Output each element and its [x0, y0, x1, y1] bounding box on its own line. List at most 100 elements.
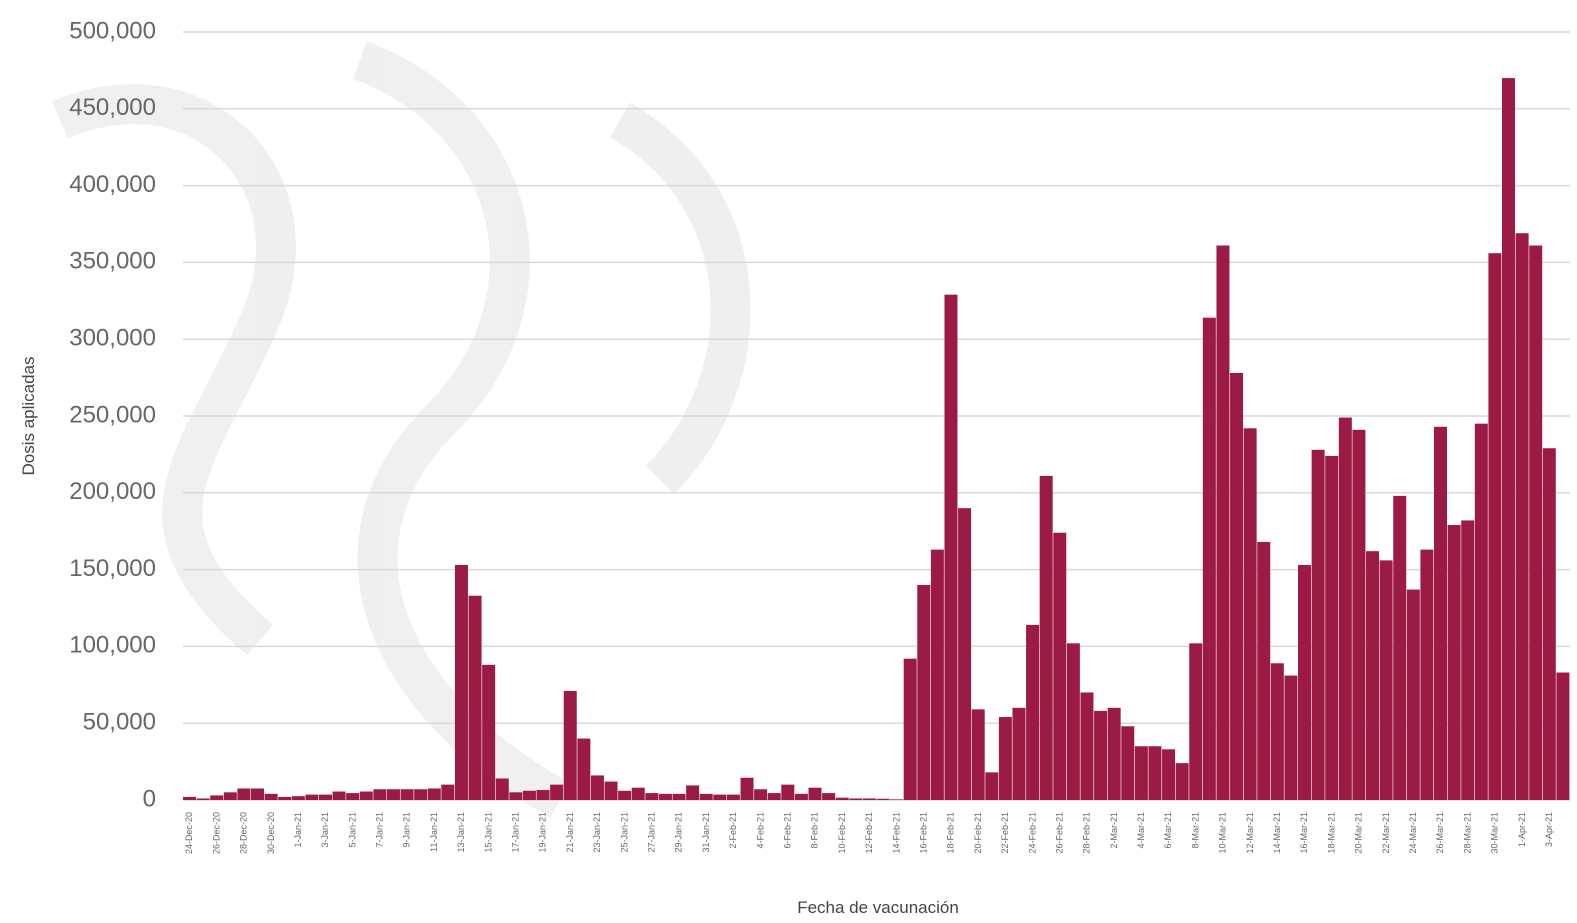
x-tick-label: 8-Mar-21: [1190, 812, 1200, 849]
bar: [645, 793, 659, 800]
bar: [740, 777, 754, 800]
bar: [536, 790, 550, 800]
x-tick-label: 14-Feb-21: [891, 812, 901, 854]
bar: [672, 793, 686, 800]
bar: [1053, 532, 1067, 800]
bar: [1094, 710, 1108, 800]
bar: [1393, 495, 1407, 800]
bar: [1026, 624, 1040, 800]
bar: [903, 658, 917, 800]
bar: [1298, 564, 1312, 800]
y-tick-label: 100,000: [69, 632, 156, 659]
bar: [1121, 726, 1135, 800]
x-tick-label: 30-Mar-21: [1490, 812, 1500, 854]
bar: [699, 793, 713, 800]
bar: [971, 709, 985, 800]
bar: [454, 564, 468, 800]
bar: [618, 790, 632, 800]
y-tick-label: 150,000: [69, 555, 156, 582]
bar: [577, 738, 591, 800]
bar: [1284, 675, 1298, 800]
bar: [1257, 541, 1271, 800]
x-tick-label: 26-Dec-20: [211, 812, 221, 854]
bar: [1461, 520, 1475, 800]
bar: [985, 772, 999, 800]
bar: [1243, 428, 1257, 800]
bar: [250, 788, 264, 800]
bar: [1420, 549, 1434, 800]
x-tick-label: 4-Feb-21: [755, 812, 765, 849]
bar: [278, 796, 292, 800]
bar: [604, 781, 618, 800]
bar: [958, 508, 972, 800]
bar: [196, 798, 210, 800]
x-tick-label: 30-Dec-20: [266, 812, 276, 854]
x-tick-label: 23-Jan-21: [592, 812, 602, 853]
x-tick-label: 4-Mar-21: [1136, 812, 1146, 849]
bar: [223, 792, 237, 800]
bar: [849, 798, 863, 800]
bar: [1447, 525, 1461, 800]
y-tick-label: 400,000: [69, 171, 156, 198]
bar: [332, 791, 346, 800]
x-tick-label: 22-Feb-21: [1000, 812, 1010, 854]
y-tick-label: 200,000: [69, 478, 156, 505]
bar: [1406, 589, 1420, 800]
bar: [427, 788, 441, 800]
bar: [400, 789, 414, 800]
x-tick-label: 20-Feb-21: [973, 812, 983, 854]
bar: [1366, 551, 1380, 800]
bar: [1325, 455, 1339, 800]
bar: [386, 789, 400, 800]
bar: [822, 793, 836, 800]
bar: [876, 798, 890, 800]
x-tick-label: 2-Mar-21: [1109, 812, 1119, 849]
x-tick-label: 17-Jan-21: [511, 812, 521, 853]
y-tick-label: 350,000: [69, 248, 156, 275]
x-tick-label: 11-Jan-21: [429, 812, 439, 852]
x-tick-label: 24-Dec-20: [184, 812, 194, 854]
x-tick-label: 26-Mar-21: [1435, 812, 1445, 854]
x-tick-label: 20-Mar-21: [1354, 812, 1364, 854]
bar: [237, 788, 251, 800]
bar: [563, 690, 577, 800]
bar: [441, 784, 455, 800]
bar: [1107, 707, 1121, 800]
bar: [713, 794, 727, 800]
bar: [291, 796, 305, 800]
bar: [890, 799, 904, 800]
bar: [930, 549, 944, 800]
bar: [1434, 426, 1448, 800]
bar: [550, 784, 564, 800]
x-tick-label: 27-Jan-21: [647, 812, 657, 853]
bar: [1542, 448, 1556, 800]
bar: [998, 717, 1012, 800]
bar: [1488, 253, 1502, 800]
bar: [482, 664, 496, 800]
x-tick-label: 18-Mar-21: [1326, 812, 1336, 854]
x-tick-label: 26-Feb-21: [1054, 812, 1064, 854]
bar: [767, 793, 781, 800]
bar: [1162, 749, 1176, 800]
y-tick-label: 450,000: [69, 94, 156, 121]
bar: [1352, 429, 1366, 800]
bar: [1230, 372, 1244, 800]
bar: [522, 790, 536, 800]
bar: [835, 797, 849, 800]
x-tick-label: 19-Jan-21: [538, 812, 548, 853]
watermark: [52, 41, 751, 818]
bar: [468, 595, 482, 800]
bar: [1039, 475, 1053, 800]
bar: [1379, 560, 1393, 800]
bar: [183, 796, 196, 800]
x-tick-label: 16-Feb-21: [918, 812, 928, 854]
bar: [1175, 763, 1189, 800]
x-tick-label: 28-Mar-21: [1462, 812, 1472, 854]
bar: [1515, 233, 1529, 800]
bar: [373, 789, 387, 800]
x-tick-label: 31-Jan-21: [701, 812, 711, 853]
bar: [781, 784, 795, 800]
x-tick-label: 6-Feb-21: [782, 812, 792, 849]
bar: [359, 791, 373, 800]
bar: [862, 798, 876, 800]
